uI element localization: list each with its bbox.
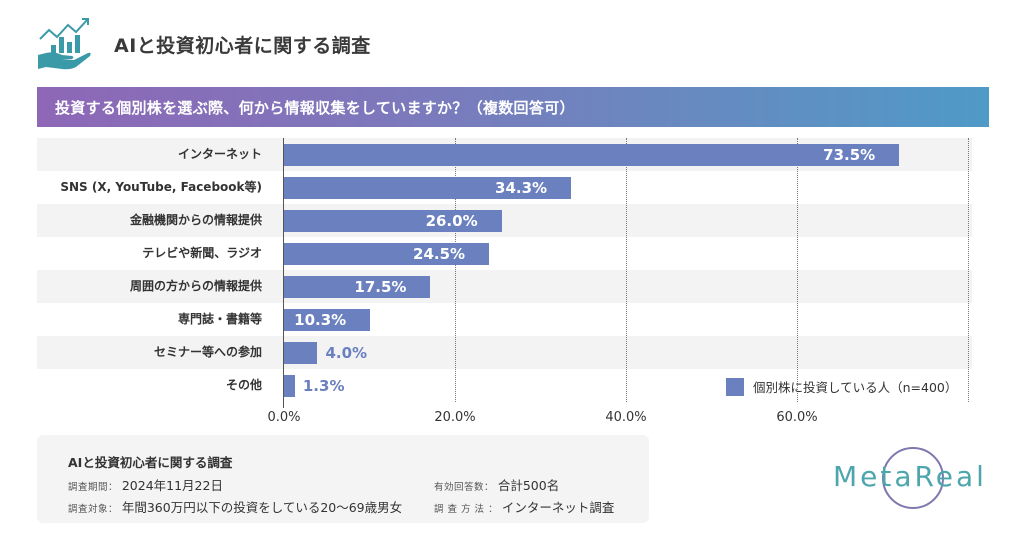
info-method-value: インターネット調査 bbox=[501, 500, 615, 515]
row-background bbox=[37, 270, 972, 303]
info-responses: 有効回答数： 合計500名 bbox=[434, 475, 559, 494]
info-method-key: 調 査 方 法 ： bbox=[434, 504, 499, 515]
info-target: 調査対象： 年間360万円以下の投資をしている20〜69歳男女 bbox=[68, 497, 402, 516]
x-tick-label: 20.0% bbox=[434, 410, 476, 425]
bar-value-label: 1.3% bbox=[302, 376, 345, 395]
gridline bbox=[968, 138, 969, 402]
legend-label: 個別株に投資している人（n=400） bbox=[753, 380, 958, 395]
info-responses-key: 有効回答数： bbox=[434, 482, 495, 493]
survey-info-box: AIと投資初心者に関する調査 調査期間： 2024年11月22日 調査対象： 年… bbox=[37, 435, 649, 523]
category-label: インターネット bbox=[177, 147, 262, 161]
bar-value-label: 34.3% bbox=[495, 178, 548, 197]
hand-chart-icon bbox=[38, 18, 91, 70]
category-label: その他 bbox=[225, 378, 262, 392]
header: AIと投資初心者に関する調査 bbox=[36, 14, 371, 74]
question-banner: 投資する個別株を選ぶ際、何から情報収集をしていますか？（複数回答可） bbox=[37, 87, 989, 127]
info-period-key: 調査期間： bbox=[68, 482, 119, 493]
gridline bbox=[797, 138, 798, 402]
brand-name: MetaReal bbox=[833, 460, 987, 493]
bar bbox=[284, 242, 490, 265]
info-period-value: 2024年11月22日 bbox=[121, 478, 223, 493]
bar-value-label: 26.0% bbox=[425, 211, 478, 230]
bar bbox=[284, 176, 572, 199]
category-label: SNS (X, YouTube, Facebook等) bbox=[60, 180, 262, 194]
gridline bbox=[455, 138, 456, 402]
info-target-value: 年間360万円以下の投資をしている20〜69歳男女 bbox=[121, 500, 403, 515]
info-responses-value: 合計500名 bbox=[497, 478, 560, 493]
bar-value-label: 73.5% bbox=[823, 145, 876, 164]
bar bbox=[284, 209, 502, 232]
info-target-key: 調査対象： bbox=[68, 504, 119, 515]
bar bbox=[284, 143, 900, 166]
y-axis-line bbox=[283, 138, 284, 408]
category-label: セミナー等への参加 bbox=[153, 345, 262, 359]
brand-logo: MetaReal bbox=[833, 447, 1003, 517]
bar bbox=[284, 374, 295, 397]
category-label: 専門誌・書籍等 bbox=[177, 312, 262, 326]
row-background bbox=[37, 204, 972, 237]
bar-value-label: 17.5% bbox=[354, 277, 407, 296]
category-label: 周囲の方からの情報提供 bbox=[129, 279, 262, 293]
bar-value-label: 24.5% bbox=[413, 244, 466, 263]
category-label: 金融機関からの情報提供 bbox=[129, 213, 262, 227]
bar bbox=[284, 308, 371, 331]
page-title: AIと投資初心者に関する調査 bbox=[114, 34, 371, 57]
x-tick-label: 0.0% bbox=[267, 410, 301, 425]
gridline bbox=[626, 138, 627, 402]
x-tick-label: 40.0% bbox=[605, 410, 647, 425]
bar-value-label: 4.0% bbox=[325, 343, 368, 362]
bar bbox=[284, 275, 431, 298]
row-background bbox=[37, 336, 972, 369]
category-label: テレビや新聞、ラジオ bbox=[142, 246, 262, 260]
legend: 個別株に投資している人（n=400） bbox=[726, 377, 957, 396]
legend-swatch bbox=[726, 377, 744, 396]
info-title: AIと投資初心者に関する調査 bbox=[68, 455, 233, 470]
bar bbox=[284, 341, 318, 364]
question-text: 投資する個別株を選ぶ際、何から情報収集をしていますか？（複数回答可） bbox=[55, 98, 575, 117]
x-tick-label: 60.0% bbox=[776, 410, 818, 425]
info-period: 調査期間： 2024年11月22日 bbox=[68, 475, 223, 494]
bar-value-label: 10.3% bbox=[294, 310, 347, 329]
brand-circle-icon bbox=[882, 447, 944, 509]
info-method: 調 査 方 法 ： インターネット調査 bbox=[434, 497, 614, 516]
